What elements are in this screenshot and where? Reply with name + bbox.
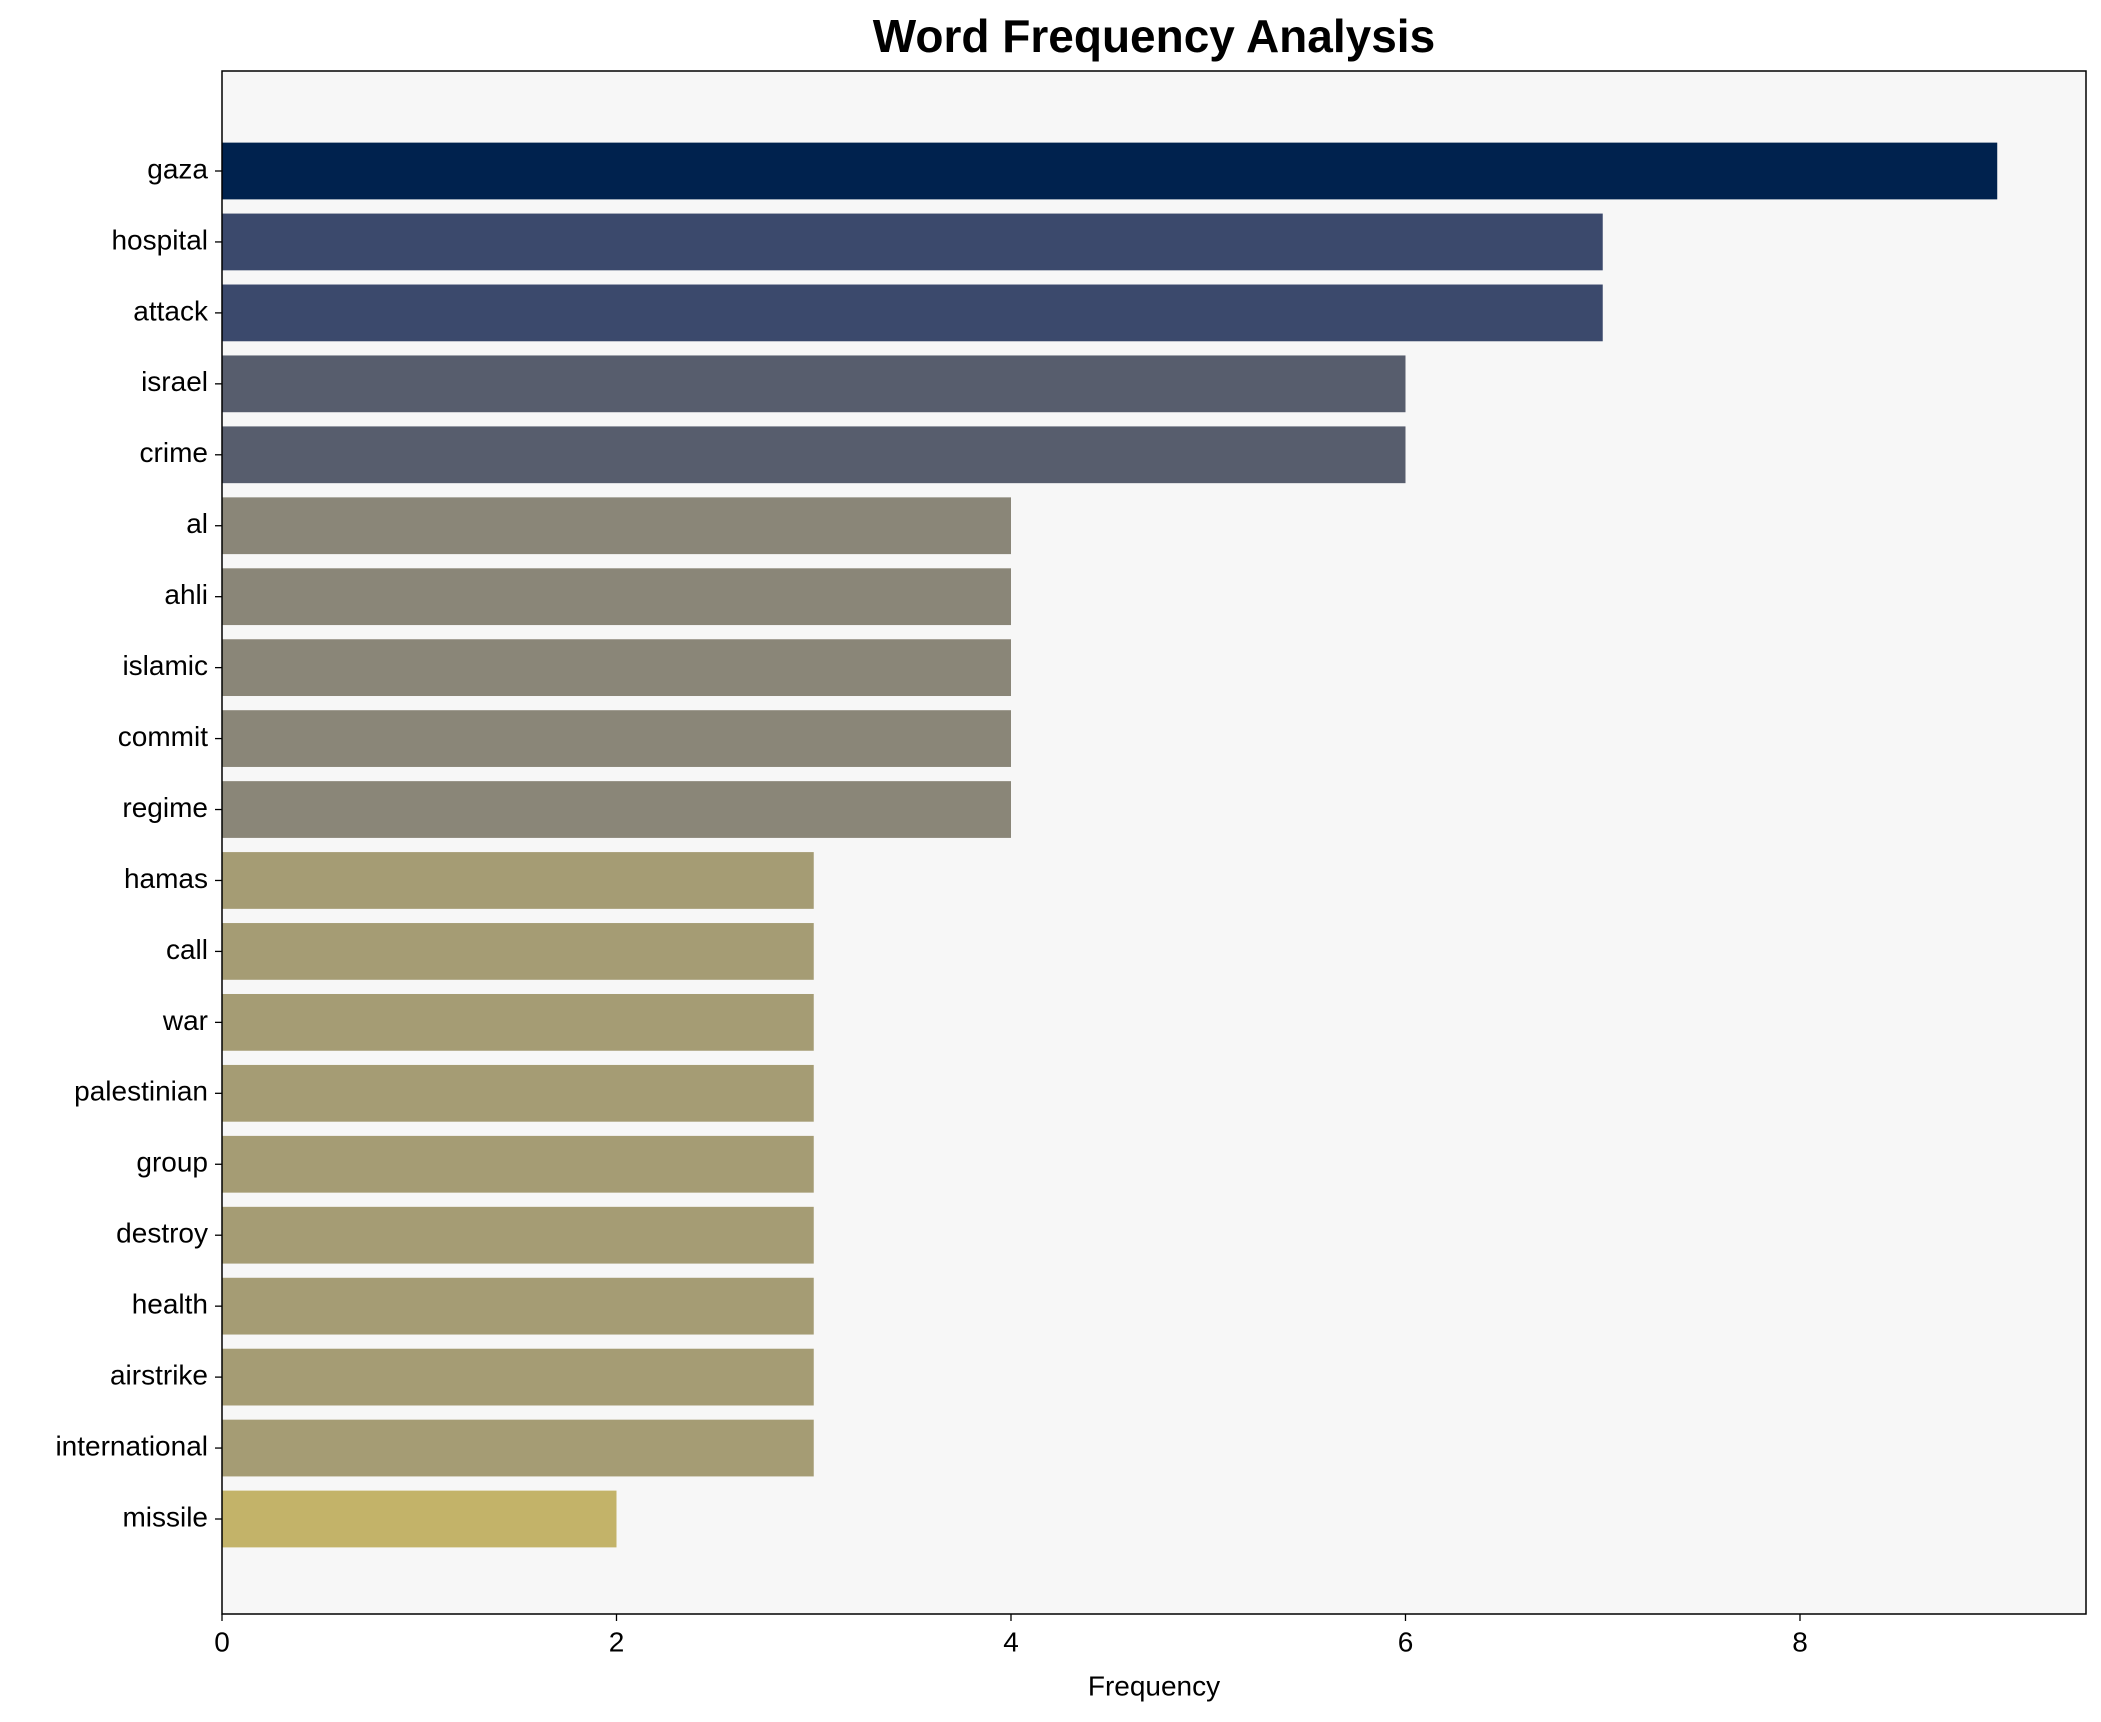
y-tick-label: group bbox=[136, 1147, 208, 1178]
bar bbox=[222, 213, 1603, 271]
chart-title: Word Frequency Analysis bbox=[873, 10, 1435, 62]
y-tick-label: islamic bbox=[122, 650, 208, 681]
y-tick-label: attack bbox=[133, 295, 209, 326]
y-tick-label: ahli bbox=[164, 579, 208, 610]
bar bbox=[222, 1277, 814, 1335]
y-tick-label: palestinian bbox=[74, 1076, 208, 1107]
y-tick-label: health bbox=[132, 1289, 208, 1320]
x-tick-label: 4 bbox=[1003, 1626, 1019, 1657]
bar bbox=[222, 284, 1603, 342]
y-tick-label: hospital bbox=[111, 224, 208, 255]
bar bbox=[222, 142, 1998, 200]
plot-frame bbox=[221, 70, 2087, 1615]
bar bbox=[222, 1348, 814, 1406]
bar bbox=[222, 852, 814, 909]
y-tick-label: international bbox=[55, 1430, 208, 1461]
x-tick-label: 8 bbox=[1792, 1626, 1808, 1657]
bar bbox=[222, 426, 1406, 484]
y-tick-label: regime bbox=[122, 792, 208, 823]
bar bbox=[222, 1490, 617, 1548]
bar bbox=[222, 568, 1011, 626]
bar bbox=[222, 923, 814, 980]
bar bbox=[222, 710, 1011, 767]
bar bbox=[222, 355, 1406, 413]
y-tick-label: commit bbox=[118, 721, 208, 752]
y-tick-label: airstrike bbox=[110, 1359, 208, 1390]
y-tick-label: missile bbox=[122, 1501, 208, 1532]
bar bbox=[222, 1206, 814, 1264]
y-tick-label: call bbox=[166, 934, 208, 965]
y-tick-label: israel bbox=[141, 366, 208, 397]
bar bbox=[222, 1419, 814, 1477]
y-tick-label: hamas bbox=[124, 863, 208, 894]
y-tick-label: al bbox=[186, 508, 208, 539]
y-tick-label: war bbox=[162, 1005, 208, 1036]
bar bbox=[222, 639, 1011, 697]
bar bbox=[222, 993, 814, 1051]
x-tick-label: 2 bbox=[609, 1626, 625, 1657]
y-tick-label: destroy bbox=[116, 1218, 208, 1249]
y-tick-label: gaza bbox=[147, 153, 208, 184]
bar bbox=[222, 1064, 814, 1122]
bar bbox=[222, 1135, 814, 1193]
bar bbox=[222, 497, 1011, 555]
x-axis-label: Frequency bbox=[1088, 1670, 1220, 1701]
y-tick-label: crime bbox=[140, 437, 208, 468]
x-tick-label: 0 bbox=[214, 1626, 230, 1657]
x-tick-label: 6 bbox=[1398, 1626, 1414, 1657]
bar bbox=[222, 781, 1011, 838]
